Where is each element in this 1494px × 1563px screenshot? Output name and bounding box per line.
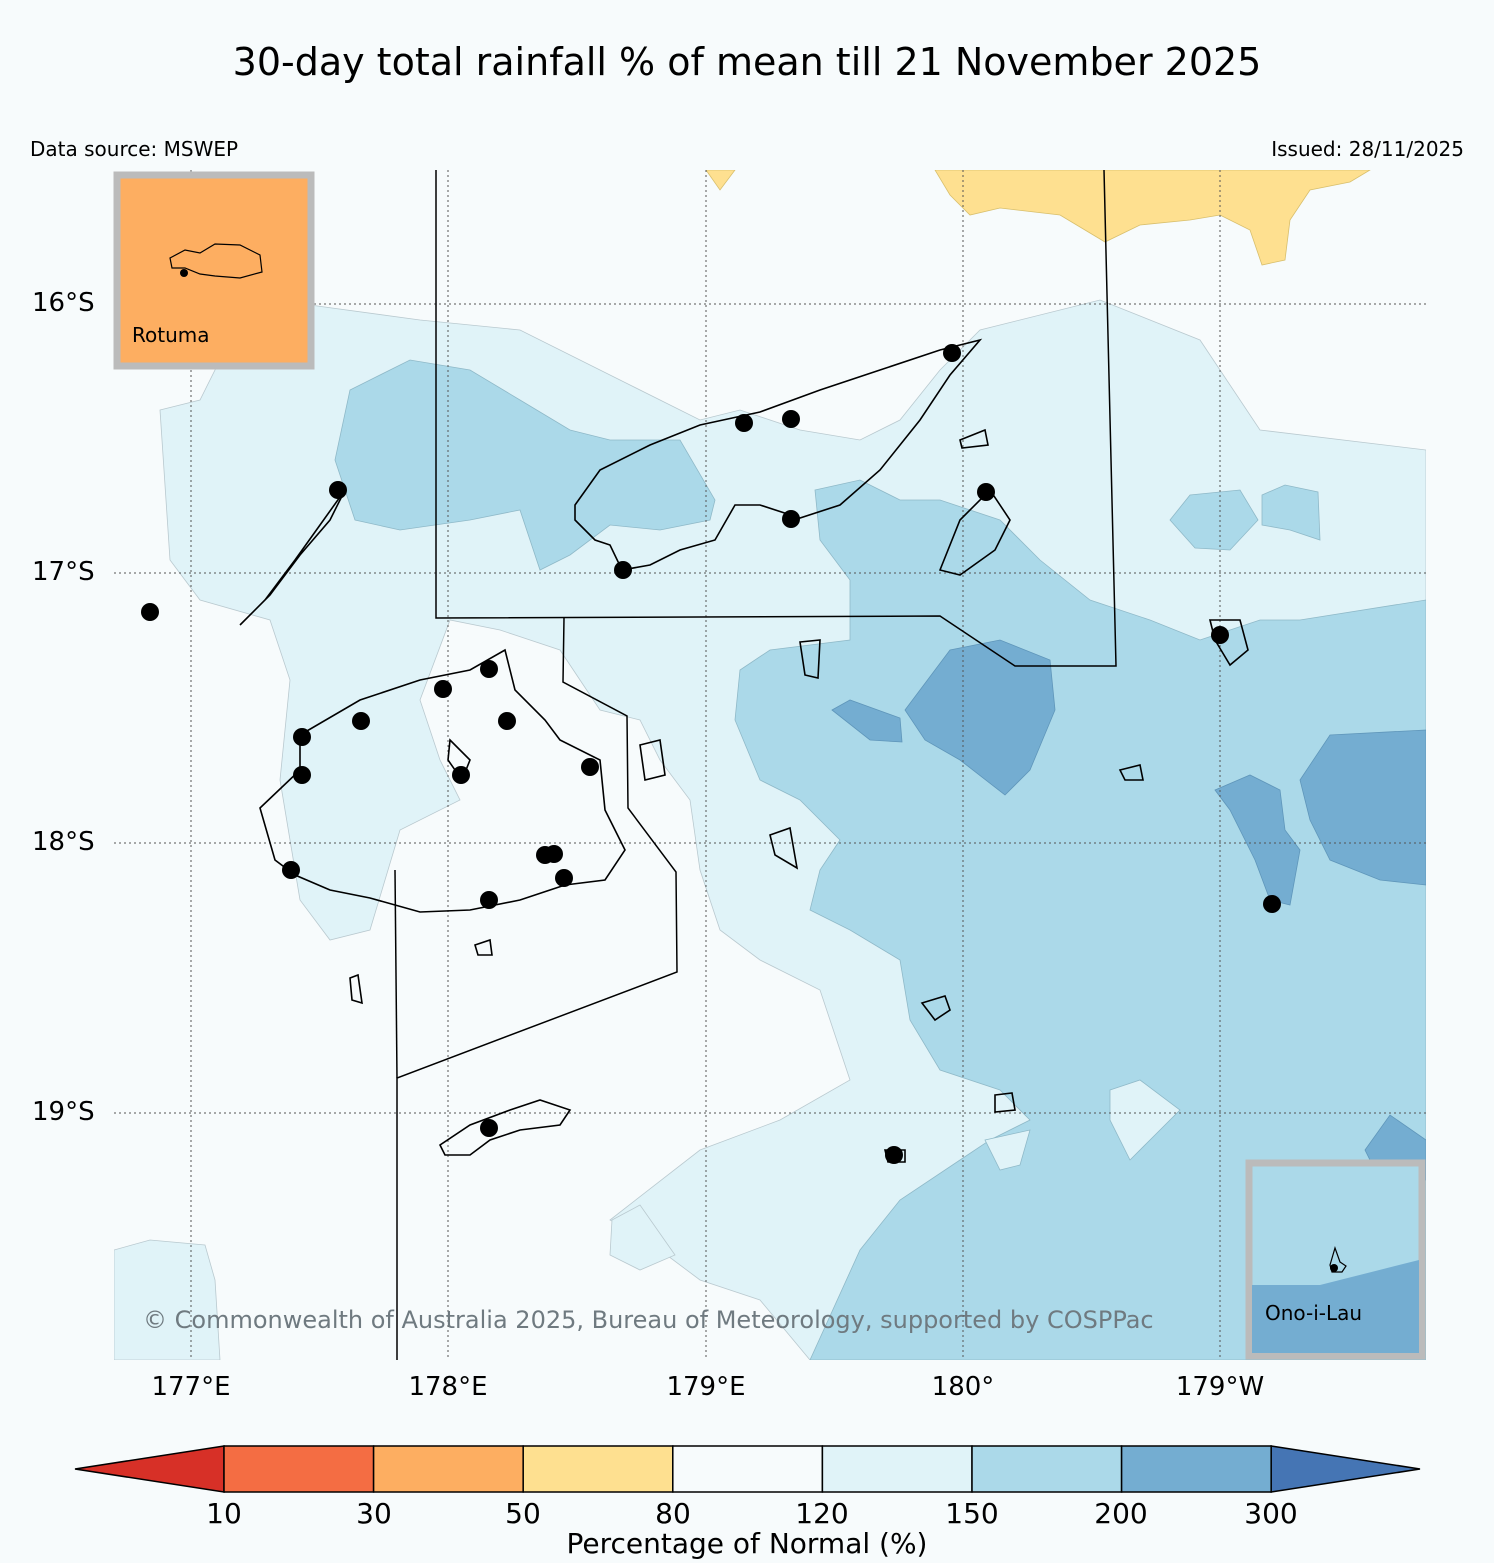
- colorbar-segment: [223, 1445, 375, 1493]
- lon-label-179w: 179°W: [1175, 1372, 1265, 1402]
- lat-label-18s: 18°S: [32, 827, 95, 857]
- vatulele: [349, 973, 363, 1005]
- vanuabalavu: [639, 739, 666, 781]
- contour-120-150-hole: [1109, 1079, 1181, 1161]
- contour-120-150-patch: [609, 1204, 676, 1271]
- colorbar-segment: [971, 1445, 1123, 1493]
- gau: [769, 826, 799, 870]
- totoya: [994, 1092, 1016, 1113]
- beqa: [474, 938, 493, 956]
- colorbar-tick: 150: [945, 1497, 999, 1530]
- copyright-notice: © Commonwealth of Australia 2025, Bureau…: [143, 1306, 1154, 1334]
- contour-200-300-east: [1299, 729, 1426, 886]
- colorbar-segment: [1120, 1445, 1272, 1493]
- colorbar-tick: 10: [206, 1497, 242, 1530]
- lon-label-180: 180°: [931, 1372, 995, 1402]
- contour-200-300-strip: [1214, 774, 1301, 906]
- colorbar-tick: 80: [655, 1497, 691, 1530]
- weather-stations: [141, 344, 1281, 1164]
- colorbar-segment-above-300: [1270, 1445, 1421, 1493]
- data-source-label: Data source: MSWEP: [30, 137, 239, 161]
- colorbar-segment: [372, 1445, 524, 1493]
- rainfall-map: [114, 170, 1426, 1360]
- colorbar-tick: 300: [1244, 1497, 1298, 1530]
- colorbar-tick: 50: [505, 1497, 541, 1530]
- contour-150-200-patch-a: [1169, 489, 1259, 551]
- contour-150-200-patch-b: [1261, 484, 1321, 541]
- colorbar: [74, 1445, 1421, 1493]
- contour-150-200-east: [734, 479, 1426, 1360]
- moala: [920, 995, 951, 1022]
- colorbar-segment-below-10: [74, 1445, 225, 1493]
- lon-label-179e: 179°E: [666, 1372, 746, 1402]
- contour-200-300-small: [831, 699, 903, 743]
- colorbar-label: Percentage of Normal (%): [566, 1527, 928, 1560]
- kadavu: [438, 1099, 572, 1156]
- lon-label-177e: 177°E: [151, 1372, 231, 1402]
- taveuni: [938, 488, 1011, 576]
- ono-i-lau-inset: [1245, 1159, 1426, 1360]
- colorbar-tick: 30: [356, 1497, 392, 1530]
- colorbar-tick: 120: [795, 1497, 849, 1530]
- contour-150-200-north: [334, 359, 716, 571]
- map-title: 30-day total rainfall % of mean till 21 …: [232, 40, 1262, 84]
- rotuma-inset-label: Rotuma: [132, 323, 210, 347]
- rotuma-inset: [113, 171, 315, 370]
- contour-120-150-sw: [114, 1239, 221, 1360]
- lat-label-16s: 16°S: [32, 288, 95, 318]
- colorbar-segment: [672, 1445, 824, 1493]
- viti-levu: [259, 648, 626, 913]
- koro: [799, 639, 821, 679]
- colorbar-tick: 200: [1094, 1497, 1148, 1530]
- qamea: [959, 428, 989, 449]
- lat-label-19s: 19°S: [32, 1097, 95, 1127]
- lon-label-178e: 178°E: [408, 1372, 488, 1402]
- ono-i-lau-inset-label: Ono-i-Lau: [1265, 1301, 1363, 1325]
- colorbar-segment: [522, 1445, 674, 1493]
- contour-120-150-hole-b: [984, 1129, 1031, 1171]
- contour-50-80-small: [705, 170, 736, 191]
- colorbar-segment: [821, 1445, 973, 1493]
- lakeba: [1118, 764, 1144, 781]
- contour-200-300-central: [904, 639, 1056, 796]
- lat-label-17s: 17°S: [32, 557, 95, 587]
- issued-date-label: Issued: 28/11/2025: [1271, 137, 1464, 161]
- graticule: [114, 170, 1426, 1360]
